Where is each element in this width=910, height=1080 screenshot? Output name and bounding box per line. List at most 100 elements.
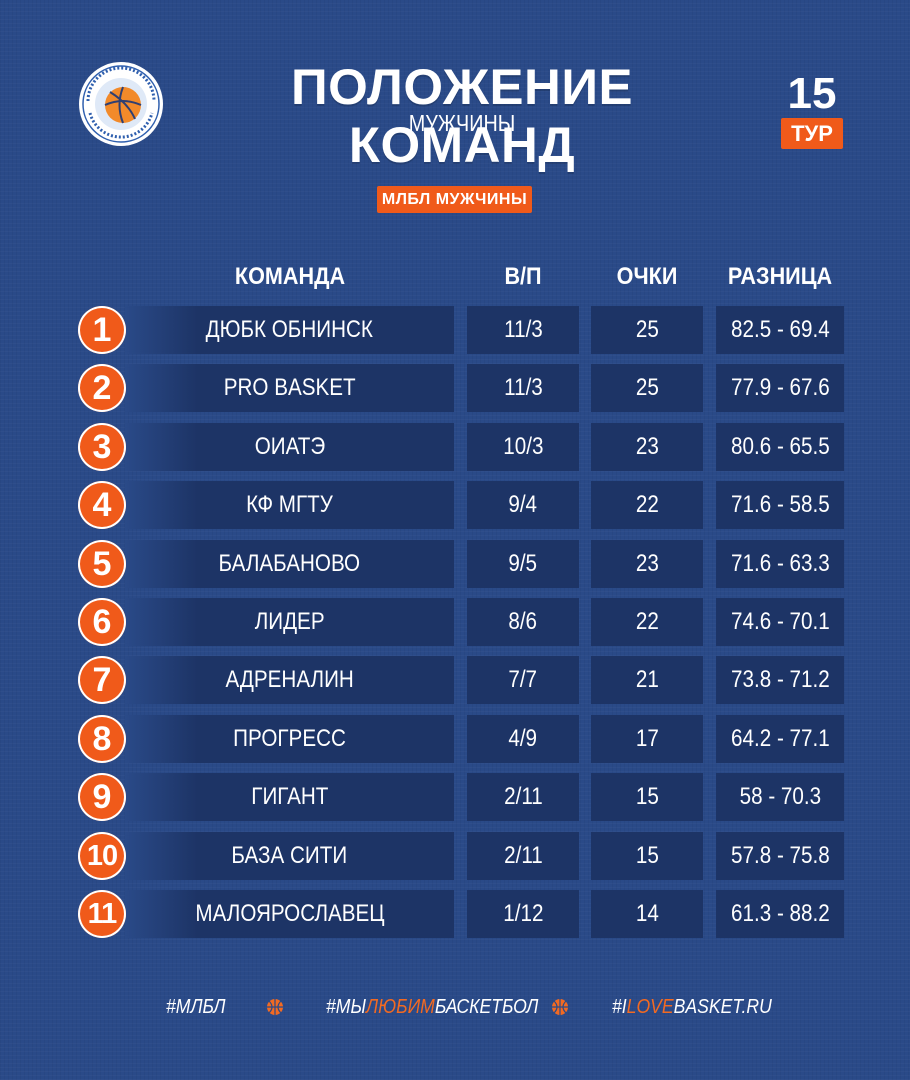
place-badge: 9 [78,773,126,821]
basketball-icon [267,999,283,1015]
place-badge: 8 [78,715,126,763]
round-label: ТУР [781,118,843,149]
score-difference: 77.9 - 67.6 [730,374,830,401]
wins-losses: 7/7 [508,666,538,693]
points: 25 [635,374,659,401]
team-cell: БАЗА СИТИ [125,832,454,880]
table-row: 3 ОИАТЭ 10/3 23 80.6 - 65.5 [78,423,848,471]
place-badge: 5 [78,540,126,588]
table-row: 4 КФ МГТУ 9/4 22 71.6 - 58.5 [78,481,848,529]
difference-cell: 80.6 - 65.5 [716,423,844,471]
footer-hashtag-part: #МЫ [326,996,367,1018]
wins-losses: 2/11 [503,783,543,810]
footer-hashtag-mlbl: #МЛБЛ [166,996,226,1018]
score-difference: 73.8 - 71.2 [730,666,830,693]
team-cell: МАЛОЯРОСЛАВЕЦ [125,890,454,938]
column-header-points: ОЧКИ [616,263,678,290]
table-row: 11 МАЛОЯРОСЛАВЕЦ 1/12 14 61.3 - 88.2 [78,890,848,938]
wins-losses-cell: 1/12 [467,890,579,938]
points-cell: 25 [591,306,703,354]
points: 25 [635,316,659,343]
table-row: 9 ГИГАНТ 2/11 15 58 - 70.3 [78,773,848,821]
footer-hashtag-part: BASKET.RU [673,996,772,1018]
table-row: 5 БАЛАБАНОВО 9/5 23 71.6 - 63.3 [78,540,848,588]
place-badge: 1 [78,306,126,354]
points: 17 [635,725,659,752]
wins-losses-cell: 2/11 [467,773,579,821]
team-cell: ОИАТЭ [125,423,454,471]
table-row: 2 PRO BASKET 11/3 25 77.9 - 67.6 [78,364,848,412]
wins-losses-cell: 8/6 [467,598,579,646]
wins-losses: 11/3 [503,316,543,343]
wins-losses-cell: 10/3 [467,423,579,471]
column-header-difference: РАЗНИЦА [727,263,833,290]
column-header-wins-losses: В/П [504,263,542,290]
difference-cell: 73.8 - 71.2 [716,656,844,704]
team-name: ОИАТЭ [254,433,325,460]
team-cell: PRO BASKET [125,364,454,412]
footer-hashtag-part: БАСКЕТБОЛ [434,996,539,1018]
wins-losses-cell: 11/3 [467,306,579,354]
points: 15 [635,842,659,869]
score-difference: 80.6 - 65.5 [730,433,830,460]
basketball-icon [552,999,568,1015]
points: 23 [635,433,659,460]
league-logo-icon [79,62,163,146]
team-name: ДЮБК ОБНИНСК [205,316,374,343]
table-row: 8 ПРОГРЕСС 4/9 17 64.2 - 77.1 [78,715,848,763]
points-cell: 17 [591,715,703,763]
score-difference: 64.2 - 77.1 [730,725,830,752]
difference-cell: 71.6 - 58.5 [716,481,844,529]
footer-hashtag-part: #I [612,996,627,1018]
wins-losses: 11/3 [503,374,543,401]
place-badge: 7 [78,656,126,704]
team-cell: ДЮБК ОБНИНСК [125,306,454,354]
difference-cell: 77.9 - 67.6 [716,364,844,412]
wins-losses: 4/9 [508,725,538,752]
score-difference: 82.5 - 69.4 [730,316,830,343]
points: 15 [635,783,659,810]
team-name: ЛИДЕР [254,608,325,635]
difference-cell: 82.5 - 69.4 [716,306,844,354]
column-header-team: КОМАНДА [234,263,346,290]
points-cell: 22 [591,481,703,529]
wins-losses: 2/11 [503,842,543,869]
team-cell: ПРОГРЕСС [125,715,454,763]
points: 21 [635,666,659,693]
wins-losses-cell: 9/4 [467,481,579,529]
points-cell: 15 [591,832,703,880]
wins-losses: 10/3 [502,433,544,460]
team-name: КФ МГТУ [246,491,333,518]
team-name: БАЛАБАНОВО [218,550,361,577]
points: 22 [635,608,659,635]
difference-cell: 58 - 70.3 [716,773,844,821]
table-row: 6 ЛИДЕР 8/6 22 74.6 - 70.1 [78,598,848,646]
team-name: АДРЕНАЛИН [225,666,354,693]
league-tag: МЛБЛ МУЖЧИНЫ [377,186,532,213]
points: 22 [635,491,659,518]
team-name: ГИГАНТ [250,783,329,810]
table-row: 10 БАЗА СИТИ 2/11 15 57.8 - 75.8 [78,832,848,880]
footer-hashtag-ilovebasket: #ILOVEBASKET.RU [612,992,772,1022]
team-name: PRO BASKET [223,374,356,401]
score-difference: 57.8 - 75.8 [730,842,830,869]
score-difference: 71.6 - 58.5 [730,491,830,518]
points-cell: 14 [591,890,703,938]
difference-cell: 71.6 - 63.3 [716,540,844,588]
score-difference: 71.6 - 63.3 [730,550,830,577]
wins-losses: 1/12 [502,900,544,927]
difference-cell: 61.3 - 88.2 [716,890,844,938]
team-cell: ГИГАНТ [125,773,454,821]
footer-hashtag-part-highlight: LOVE [626,996,674,1018]
score-difference: 58 - 70.3 [739,783,821,810]
place-badge: 10 [78,832,126,880]
footer-hashtag-part-highlight: ЛЮБИМ [366,996,435,1018]
difference-cell: 64.2 - 77.1 [716,715,844,763]
points-cell: 25 [591,364,703,412]
wins-losses: 9/5 [508,550,538,577]
points-cell: 15 [591,773,703,821]
points-cell: 23 [591,540,703,588]
wins-losses-cell: 4/9 [467,715,579,763]
page-subtitle: МУЖЧИНЫ [408,110,516,136]
place-badge: 11 [78,890,126,938]
